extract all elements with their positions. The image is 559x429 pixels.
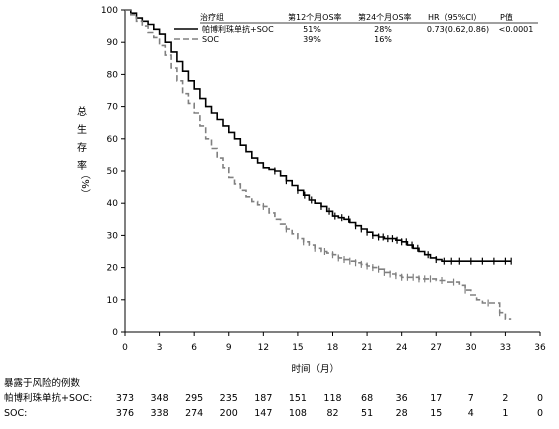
risk-value: 68 [361,393,373,404]
y-tick-label: 80 [107,70,119,80]
y-label-unit: （%） [79,169,91,199]
survival-curves [125,9,512,320]
y-tick-label: 100 [101,6,118,16]
legend: 治疗组 第12个月OS率 第24个月OS率 HR（95%CI） P值帕博利珠单抗+SOC… [174,12,538,44]
legend-os24: 16% [374,35,392,44]
x-tick-label: 3 [157,343,163,353]
x-tick-label: 30 [465,343,477,353]
legend-header-p: P值 [500,12,513,22]
y-tick-label: 50 [107,167,119,177]
y-tick-label: 60 [107,135,119,145]
risk-value: 82 [326,408,338,419]
y-tick-label: 40 [107,199,119,209]
risk-value: 36 [396,393,408,404]
risk-value: 274 [185,408,203,419]
risk-value: 348 [151,393,169,404]
x-tick-label: 0 [122,343,128,353]
risk-value: 151 [289,393,307,404]
y-label-char: 存 [77,141,87,154]
risk-value: 108 [289,408,307,419]
risk-value: 376 [116,408,134,419]
series-line-2 [125,9,512,320]
y-label-char: 生 [77,123,87,136]
x-tick-label: 24 [396,343,408,353]
y-tick-label: 0 [112,328,118,338]
legend-header-os12: 第12个月OS率 [288,12,342,22]
legend-hr: 0.73(0.62,0.86) [427,25,489,34]
legend-label: 帕博利珠单抗+SOC [202,24,274,34]
risk-value: 4 [468,408,474,419]
x-tick-label: 15 [292,343,303,353]
risk-value: 17 [430,393,442,404]
legend-p: <0.0001 [499,25,534,34]
risk-value: 187 [254,393,272,404]
risk-value: 338 [151,408,169,419]
risk-value: 118 [323,393,341,404]
risk-value: 147 [254,408,272,419]
y-tick-label: 30 [107,231,119,241]
x-axis-label: 时间（月） [291,363,339,375]
y-tick-label: 90 [107,38,119,48]
risk-value: 0 [537,393,543,404]
y-label-char: 总 [77,105,87,118]
y-tick-label: 70 [107,103,119,113]
risk-row-label: 帕博利珠单抗+SOC: [4,392,92,404]
risk-value: 0 [537,408,543,419]
legend-os24: 28% [374,25,392,34]
y-label-char: 率 [77,159,87,172]
risk-value: 235 [220,393,238,404]
risk-value: 373 [116,393,134,404]
x-tick-label: 33 [500,343,511,353]
x-tick-label: 18 [327,343,339,353]
x-tick-label: 21 [361,343,372,353]
y-tick-label: 20 [107,264,119,274]
x-tick-label: 6 [191,343,197,353]
x-tick-label: 12 [258,343,269,353]
legend-header-hr: HR（95%CI） [428,13,481,22]
risk-value: 28 [396,408,408,419]
x-tick-label: 36 [534,343,546,353]
risk-table-title: 暴露于风险的例数 [4,377,81,389]
legend-label: SOC [202,35,219,44]
risk-value: 1 [502,408,508,419]
risk-value: 295 [185,393,203,404]
risk-value: 200 [220,408,238,419]
x-tick-label: 27 [431,343,442,353]
risk-value: 2 [502,393,508,404]
x-tick-label: 9 [226,343,232,353]
legend-os12: 39% [303,35,321,44]
risk-row-label: SOC: [4,408,27,419]
series-line-1 [125,9,512,262]
risk-value: 51 [361,408,373,419]
risk-value: 7 [468,393,474,404]
legend-os12: 51% [303,25,321,34]
legend-header-os24: 第24个月OS率 [358,12,412,22]
risk-value: 15 [430,408,442,419]
legend-header-group: 治疗组 [200,12,224,22]
y-tick-label: 10 [107,296,119,306]
